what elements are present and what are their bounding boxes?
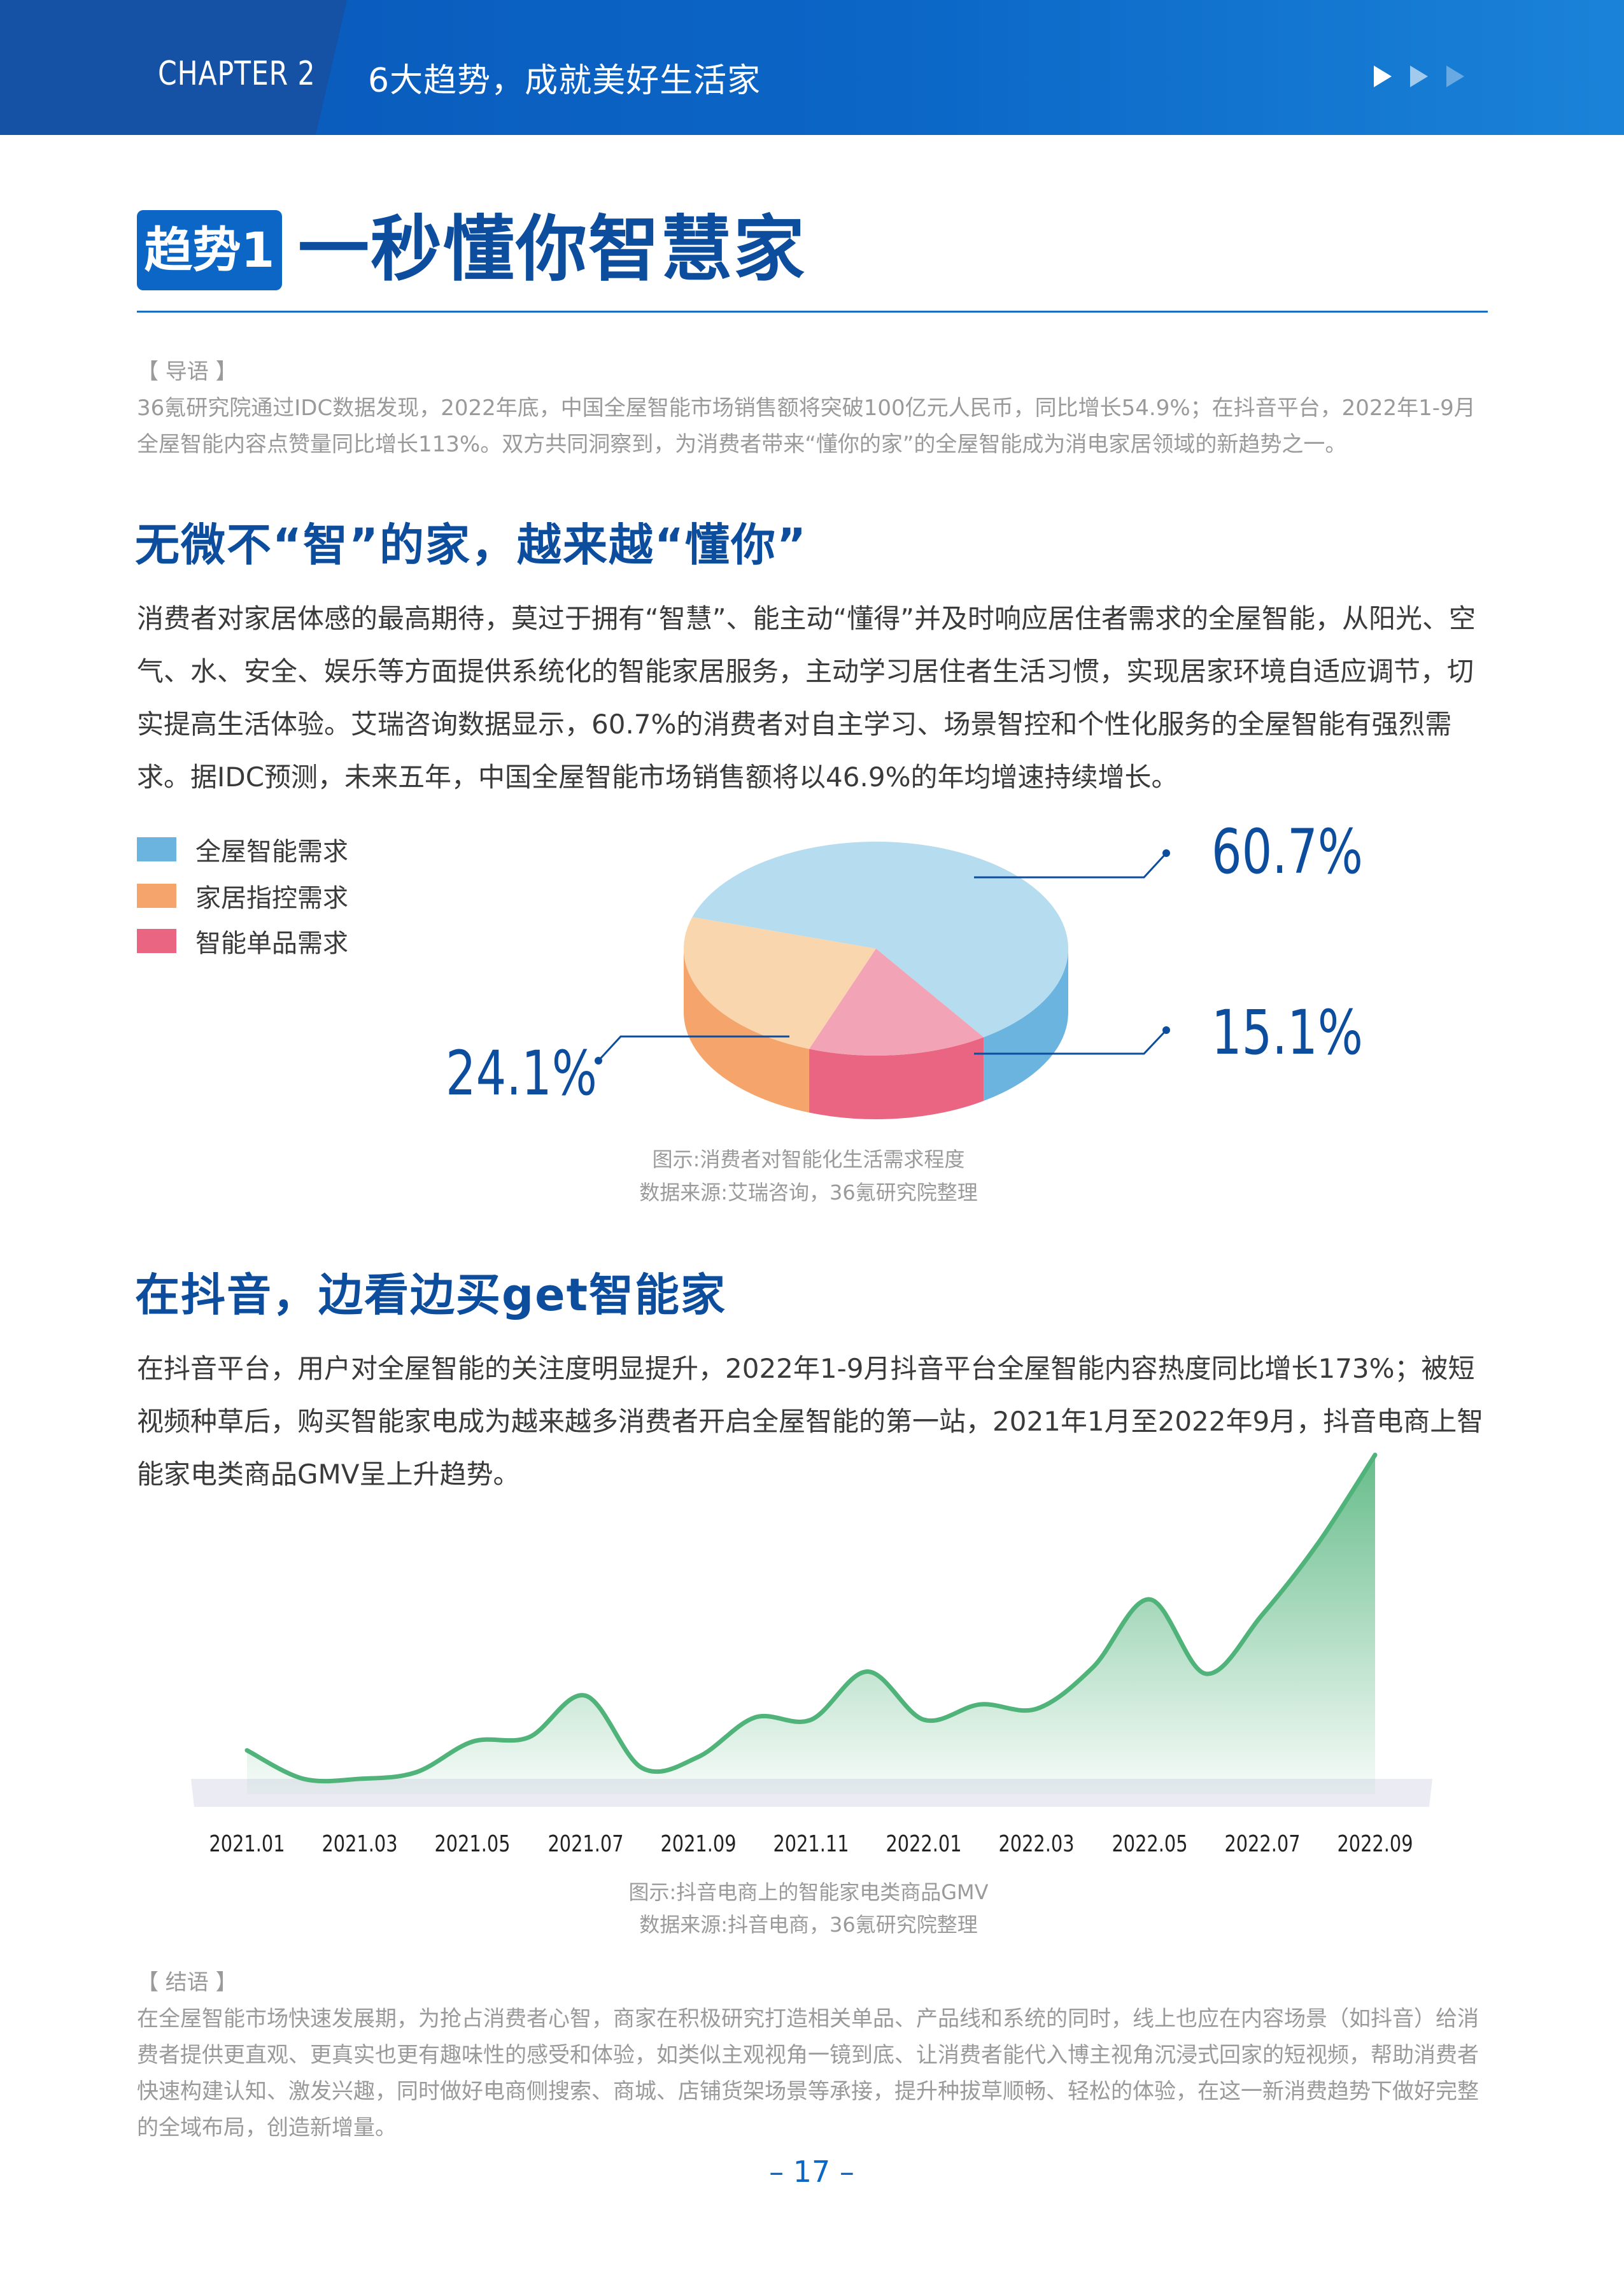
line-source: 数据来源:抖音电商，36氪研究院整理 (639, 1913, 978, 1937)
chapter-label: CHAPTER 2 (158, 55, 316, 93)
area-fill (247, 1455, 1375, 1794)
legend-label: 家居指控需求 (195, 884, 348, 913)
x-tick-label: 2021.03 (321, 1831, 398, 1857)
x-tick-label: 2022.07 (1224, 1831, 1301, 1857)
pie-leader-dot (595, 1057, 602, 1065)
pie-value-label: 15.1% (1211, 997, 1363, 1068)
trend-tag: 趋势1 (137, 210, 282, 290)
area-chart (191, 1452, 1432, 1807)
legend-item: 智能单品需求 (137, 924, 348, 958)
x-tick-label: 2022.01 (886, 1831, 962, 1857)
x-tick-label: 2021.07 (547, 1831, 624, 1857)
pie-slice-side (809, 1037, 984, 1120)
chapter-box (0, 0, 347, 135)
legend-swatch (137, 929, 176, 953)
pie-chart (595, 842, 1170, 1120)
legend-label: 全屋智能需求 (195, 837, 348, 867)
page-number: – 17 – (769, 2154, 854, 2189)
series-line (244, 1452, 1378, 1784)
x-tick-label: 2021.11 (773, 1831, 849, 1857)
x-tick-label: 2021.09 (660, 1831, 737, 1857)
legend-label: 智能单品需求 (195, 929, 348, 958)
section1-body: 消费者对家居体感的最高期待，莫过于拥有“智慧”、能主动“懂得”并及时响应居住者需… (137, 603, 1476, 793)
x-tick-label: 2022.09 (1337, 1831, 1413, 1857)
outro-body: 在全屋智能市场快速发展期，为抢占消费者心智，商家在积极研究打造相关单品、产品线和… (137, 2006, 1479, 2140)
page-title: 一秒懂你智慧家 (298, 208, 806, 291)
play-arrow-icon (1446, 66, 1464, 87)
pie-slice (684, 917, 876, 1049)
line-caption: 图示:抖音电商上的智能家电类商品GMV (628, 1880, 989, 1904)
pie-value-label: 60.7% (1211, 816, 1363, 888)
x-tick-label: 2022.05 (1112, 1831, 1188, 1857)
pie-sides (684, 949, 1068, 1120)
pie-leader-line (974, 1029, 1168, 1055)
pie-slice (692, 842, 1068, 1038)
pie-leaders (595, 849, 1170, 1065)
legend-item: 家居指控需求 (137, 879, 348, 913)
pie-slice-side (684, 949, 810, 1113)
legend-swatch (137, 884, 176, 908)
outro-label: 【 结语 】 (137, 1970, 237, 1995)
x-tick-label: 2022.03 (998, 1831, 1075, 1857)
play-arrow-icon (1374, 66, 1392, 87)
x-tick-label: 2021.05 (434, 1831, 511, 1857)
pie-slice (809, 949, 984, 1056)
pie-leader-line (974, 852, 1168, 879)
intro-body: 36氪研究院通过IDC数据发现，2022年底，中国全屋智能市场销售额将突破100… (137, 395, 1476, 457)
pie-tops (684, 842, 1068, 1056)
pie-caption: 图示:消费者对智能化生活需求程度 (652, 1147, 965, 1171)
section2-body: 在抖音平台，用户对全屋智能的关注度明显提升，2022年1-9月抖音平台全屋智能内… (137, 1353, 1484, 1490)
header-title: 6大趋势，成就美好生活家 (368, 62, 761, 100)
area-layer (244, 1452, 1378, 1794)
pie-source: 数据来源:艾瑞咨询，36氪研究院整理 (639, 1180, 978, 1205)
pie-leader-dot (1162, 849, 1170, 857)
title-divider (137, 311, 1488, 313)
section2-heading: 在抖音，边看边买get智能家 (135, 1269, 727, 1321)
intro-label: 【 导语 】 (137, 359, 237, 385)
section1-heading: 无微不“智”的家，越来越“懂你” (135, 519, 808, 571)
pie-leader-dot (1162, 1026, 1170, 1034)
play-arrow-icon (1410, 66, 1428, 87)
pie-slice-side (984, 949, 1068, 1101)
pie-leader-line (597, 1035, 789, 1062)
pie-value-label: 24.1% (446, 1038, 597, 1109)
legend-item: 全屋智能需求 (137, 833, 348, 867)
legend-swatch (137, 837, 176, 861)
x-tick-label: 2021.01 (209, 1831, 285, 1857)
